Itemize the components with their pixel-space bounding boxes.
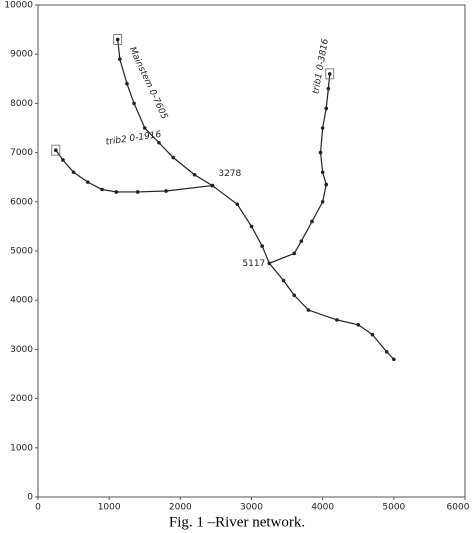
y-tick-label: 2000 [10, 394, 33, 404]
y-tick-label: 3000 [10, 345, 33, 355]
river-node [310, 219, 314, 224]
river-node [249, 224, 254, 229]
series-label: Mainstem 0-7605 [127, 46, 169, 122]
river-node [132, 101, 136, 106]
river-node [370, 332, 375, 337]
river-node [306, 308, 311, 312]
end-box [51, 144, 61, 156]
river-node [115, 37, 120, 42]
y-tick-label: 9000 [10, 50, 33, 60]
river-node [125, 81, 129, 86]
x-tick-label: 0 [35, 503, 41, 513]
y-tick-label: 4000 [10, 296, 33, 306]
river-node [86, 180, 90, 184]
river-node [164, 189, 168, 193]
river-line [117, 39, 395, 360]
river-node [318, 150, 323, 155]
junction-label: 5117 [242, 259, 265, 269]
river-node [320, 126, 325, 130]
river-node [171, 155, 176, 160]
river-line [55, 149, 213, 193]
y-tick-label: 5000 [10, 247, 33, 257]
river-node [142, 126, 147, 130]
end-box [325, 68, 335, 80]
river-node [335, 318, 339, 322]
y-tick-label: 10000 [4, 1, 33, 11]
river-node [326, 86, 331, 91]
river-node [356, 323, 361, 327]
river-node [235, 202, 240, 207]
river-node [292, 293, 297, 298]
river-node [384, 350, 389, 354]
river-line [269, 73, 331, 264]
y-tick-label: 6000 [10, 197, 33, 207]
x-tick-label: 6000 [447, 503, 470, 513]
river-node [267, 261, 272, 266]
y-tick-label: 7000 [10, 148, 33, 158]
river-node [135, 190, 140, 194]
river-node [292, 251, 297, 256]
y-tick-label: 0 [27, 493, 33, 503]
river-node [392, 357, 396, 362]
river-node [320, 170, 325, 175]
river-node [260, 244, 264, 248]
series-label: trib2 0-1916 [105, 130, 162, 148]
river-node [324, 106, 329, 111]
river-node [281, 278, 286, 283]
x-tick-label: 1000 [98, 503, 121, 513]
end-box [113, 34, 123, 45]
caption: Fig. 1 –River network. [169, 514, 305, 530]
river-node [61, 158, 65, 162]
river-node [320, 200, 325, 204]
x-tick-label: 5000 [382, 503, 405, 513]
x-tick-label: 2000 [169, 503, 192, 513]
river-node [210, 183, 215, 188]
river-node [100, 187, 104, 192]
river-node [157, 140, 161, 145]
x-tick-label: 3000 [240, 503, 263, 513]
plot-frame [37, 4, 466, 498]
river-node [71, 170, 76, 175]
river-node [192, 172, 197, 177]
river-node [114, 190, 119, 194]
y-tick-label: 8000 [10, 99, 33, 109]
river-node [324, 182, 329, 187]
river-node [327, 72, 332, 76]
x-tick-label: 4000 [311, 503, 334, 513]
river-node [53, 148, 58, 152]
y-tick-label: 1000 [10, 443, 33, 453]
river-node [299, 239, 304, 243]
junction-label: 3278 [218, 169, 241, 179]
river-node [118, 57, 122, 61]
